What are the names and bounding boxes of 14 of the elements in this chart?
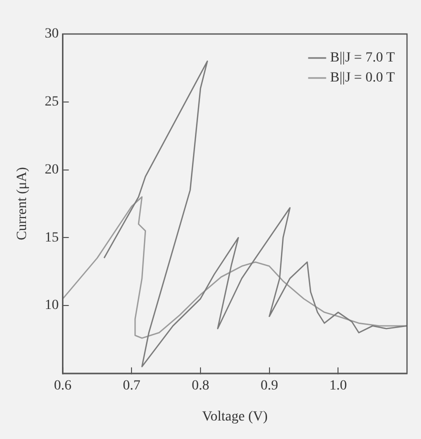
legend-label: B||J = 7.0 T [330, 50, 396, 66]
x-tick-label: 0.6 [54, 378, 72, 394]
legend-label: B||J = 0.0 T [330, 70, 396, 86]
x-tick-label: 1.0 [329, 378, 347, 394]
y-axis-title: Current (μA) [15, 166, 30, 240]
y-tick-label: 30 [44, 26, 59, 42]
y-tick-label: 20 [44, 162, 59, 178]
x-tick-label: 0.9 [260, 378, 278, 394]
x-tick-label: 0.7 [122, 378, 140, 394]
x-axis-title: Voltage (V) [202, 409, 268, 424]
y-tick-label: 25 [44, 94, 59, 110]
y-tick-label: 10 [44, 298, 59, 314]
y-tick-label: 15 [44, 230, 59, 246]
x-tick-label: 0.8 [192, 378, 210, 394]
